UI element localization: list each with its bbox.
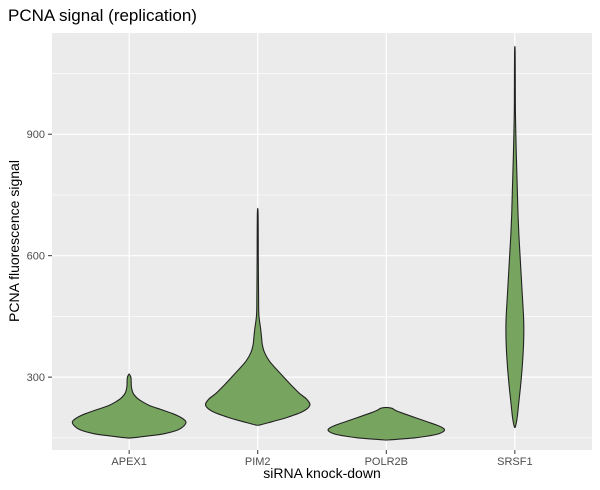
x-tick-label: SRSF1	[497, 456, 532, 468]
x-tick-label: PIM2	[245, 456, 271, 468]
axes: 300 600 900 APEX1 PIM2 POLR2B SRSF1	[27, 129, 533, 468]
y-tick-label: 900	[27, 129, 45, 141]
plot-panel	[52, 33, 592, 450]
y-tick-label: 300	[27, 372, 45, 384]
chart-title: PCNA signal (replication)	[8, 6, 197, 25]
x-axis-title: siRNA knock-down	[263, 465, 381, 481]
x-tick-label: POLR2B	[365, 456, 408, 468]
violins	[71, 45, 525, 441]
y-tick-label: 600	[27, 251, 45, 263]
violin-pim2	[204, 207, 311, 426]
x-tick-label: APEX1	[111, 456, 146, 468]
violin-srsf1	[505, 45, 525, 429]
violin-apex1	[71, 373, 187, 439]
violin-polr2b	[327, 406, 446, 441]
y-axis-title: PCNA fluorescence signal	[6, 160, 22, 322]
